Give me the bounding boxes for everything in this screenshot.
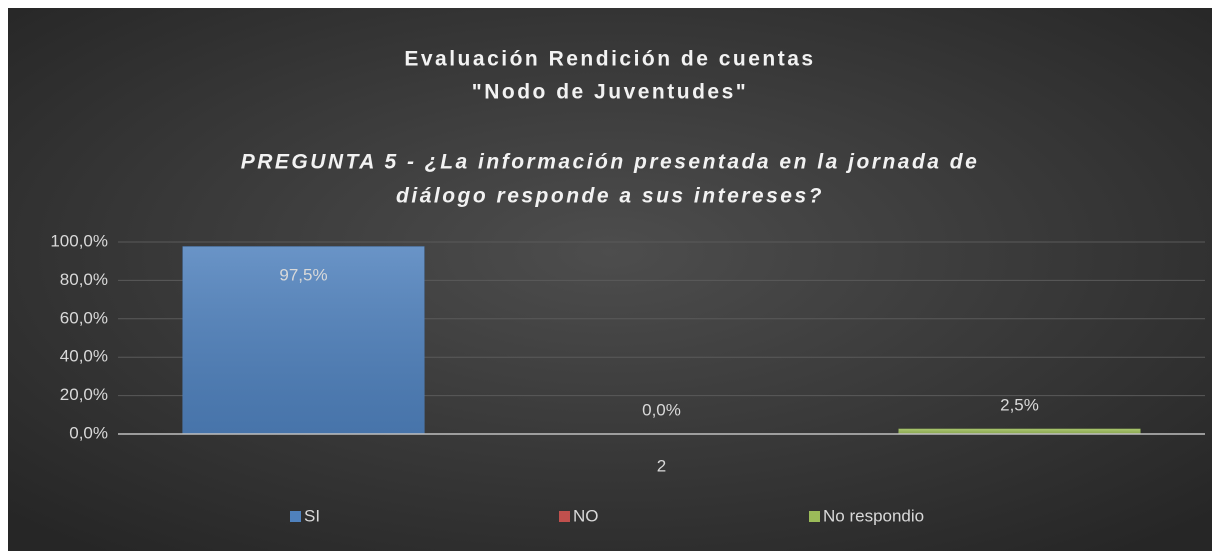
legend-swatch bbox=[809, 511, 820, 522]
chart-title: Evaluación Rendición de cuentas bbox=[404, 48, 815, 71]
x-tick-label: 2 bbox=[657, 456, 666, 475]
legend-label: No respondio bbox=[823, 506, 924, 525]
data-label: 2,5% bbox=[1000, 396, 1039, 415]
y-tick-label: 100,0% bbox=[50, 231, 108, 250]
data-label: 97,5% bbox=[279, 265, 327, 284]
chart-subtitle: PREGUNTA 5 - ¿La información presentada … bbox=[241, 151, 980, 174]
legend-label: NO bbox=[573, 506, 599, 525]
bar-shade bbox=[899, 429, 1140, 434]
y-tick-label: 0,0% bbox=[69, 423, 108, 442]
bar-shade bbox=[183, 246, 424, 434]
legend-swatch bbox=[290, 511, 301, 522]
y-tick-label: 40,0% bbox=[60, 347, 108, 366]
chart-subtitle: diálogo responde a sus intereses? bbox=[396, 185, 824, 208]
legend-label: SI bbox=[304, 506, 320, 525]
y-tick-label: 60,0% bbox=[60, 308, 108, 327]
y-tick-label: 20,0% bbox=[60, 385, 108, 404]
y-tick-label: 80,0% bbox=[60, 270, 108, 289]
legend-swatch bbox=[559, 511, 570, 522]
data-label: 0,0% bbox=[642, 400, 681, 419]
chart-title: "Nodo de Juventudes" bbox=[472, 81, 748, 104]
